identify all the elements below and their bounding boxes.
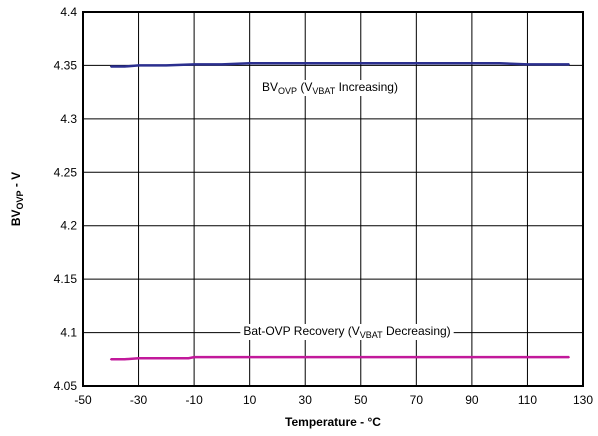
x-tick-label: 50 bbox=[354, 393, 368, 407]
x-tick-label: 110 bbox=[518, 393, 537, 407]
series-label-background bbox=[259, 80, 401, 96]
x-tick-label: -50 bbox=[74, 393, 92, 407]
x-axis-ticks: -50 -30 -10 10 30 50 70 90 110 130 bbox=[74, 393, 593, 407]
x-tick-label: 10 bbox=[243, 393, 257, 407]
y-tick-label: 4.4 bbox=[60, 5, 77, 19]
series-2-point bbox=[165, 357, 168, 360]
series-label-1: BVOVP (VVBAT Increasing) bbox=[262, 80, 398, 96]
series-2-point bbox=[193, 356, 195, 358]
series-2-point bbox=[109, 358, 112, 361]
series-2-point bbox=[359, 356, 362, 358]
series-1-point bbox=[109, 65, 112, 68]
series-2-point bbox=[498, 356, 501, 358]
y-axis-title: BVOVP - V bbox=[9, 172, 25, 226]
y-tick-label: 4.3 bbox=[60, 112, 77, 126]
series-1-point bbox=[429, 62, 432, 65]
y-tick-label: 4.25 bbox=[54, 165, 78, 179]
series-1-point bbox=[137, 64, 140, 67]
series-labels: BVOVP (VVBAT Increasing) Bat-OVP Recovery… bbox=[240, 80, 454, 340]
series-2-point bbox=[568, 356, 570, 358]
x-tick-label: 30 bbox=[299, 393, 313, 407]
series-1-point bbox=[359, 62, 362, 65]
series-label-2: Bat-OVP Recovery (VVBAT Decreasing) bbox=[243, 324, 450, 340]
series-2-point bbox=[221, 356, 223, 358]
y-axis-ticks: 4.05 4.1 4.15 4.2 4.25 4.3 4.35 4.4 bbox=[54, 5, 78, 393]
series-1-point bbox=[221, 63, 223, 66]
series-2-point bbox=[123, 358, 126, 361]
series-label-background bbox=[240, 324, 454, 340]
y-tick-label: 4.1 bbox=[60, 326, 77, 340]
gridlines bbox=[83, 12, 583, 386]
plot-frame bbox=[82, 11, 584, 387]
x-axis-title: Temperature - °C bbox=[285, 415, 381, 429]
series-line-1 bbox=[110, 62, 570, 68]
series-2-point bbox=[290, 356, 293, 358]
series-1-point bbox=[123, 65, 126, 68]
y-tick-label: 4.2 bbox=[60, 219, 77, 233]
series-1-point bbox=[568, 63, 570, 66]
x-tick-label: 130 bbox=[573, 393, 593, 407]
series-1-point bbox=[193, 63, 195, 66]
x-tick-label: -10 bbox=[185, 393, 203, 407]
y-tick-label: 4.35 bbox=[54, 58, 78, 72]
series-2-point bbox=[187, 357, 190, 360]
series-1-point bbox=[248, 62, 251, 65]
y-tick-label: 4.15 bbox=[54, 272, 78, 286]
x-tick-label: 90 bbox=[465, 393, 479, 407]
series-1-point bbox=[165, 64, 168, 67]
y-tick-label: 4.05 bbox=[54, 379, 78, 393]
series-1-point bbox=[526, 63, 529, 66]
x-tick-label: 70 bbox=[410, 393, 424, 407]
series-1-point bbox=[498, 62, 501, 65]
x-tick-label: -30 bbox=[130, 393, 148, 407]
series-2-point bbox=[137, 357, 140, 360]
series-line-2 bbox=[110, 355, 570, 361]
series-lines bbox=[109, 62, 570, 361]
series-2-point bbox=[429, 356, 432, 358]
series-1-point bbox=[290, 62, 293, 65]
